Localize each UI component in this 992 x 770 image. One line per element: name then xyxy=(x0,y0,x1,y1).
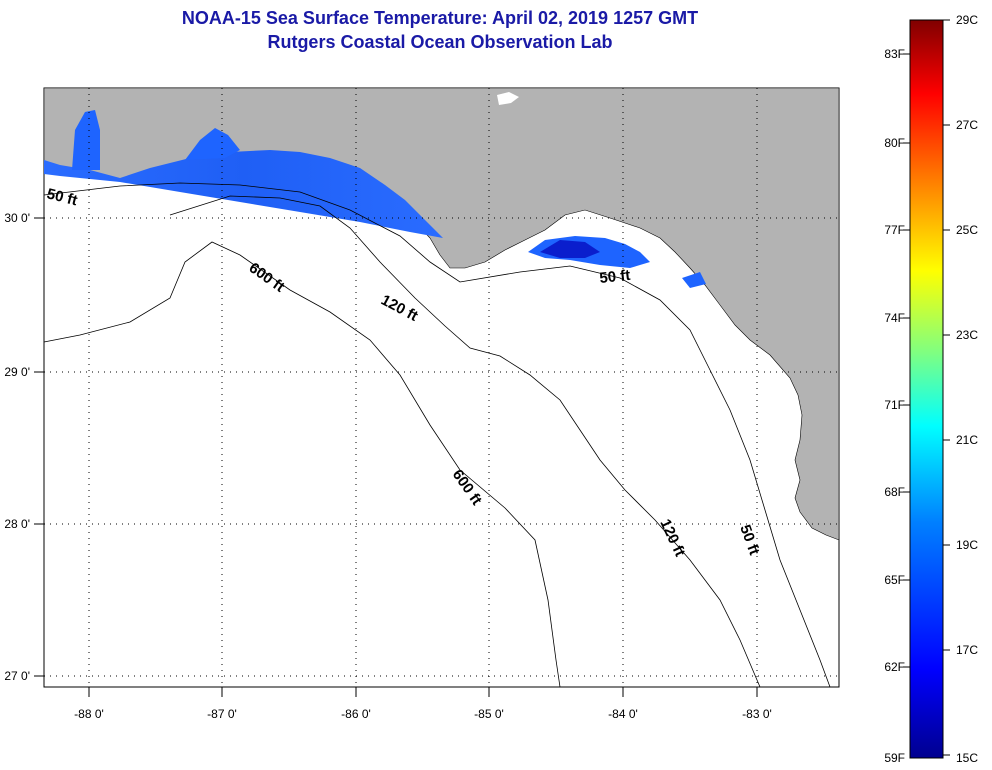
colorbar-f-label: 71F xyxy=(884,398,905,412)
colorbar-f-label: 65F xyxy=(884,573,905,587)
colorbar-f-label: 74F xyxy=(884,311,905,325)
lat-label: 27 0' xyxy=(4,669,30,683)
colorbar-f-label: 83F xyxy=(884,47,905,61)
lat-label: 28 0' xyxy=(4,517,30,531)
map-title: NOAA-15 Sea Surface Temperature: April 0… xyxy=(181,8,699,28)
colorbar-f-label: 62F xyxy=(884,660,905,674)
lon-label: -84 0' xyxy=(608,707,638,721)
colorbar-c-label: 19C xyxy=(956,538,978,552)
contour-600ft xyxy=(43,241,561,688)
colorbar-f-label: 80F xyxy=(884,136,905,150)
sst-dark-patch xyxy=(540,240,600,258)
depth-contours xyxy=(43,182,831,688)
lon-label: -86 0' xyxy=(341,707,371,721)
graticule xyxy=(44,88,839,687)
map-subtitle: Rutgers Coastal Ocean Observation Lab xyxy=(267,32,613,52)
colorbar xyxy=(909,19,944,759)
colorbar-c-label: 17C xyxy=(956,643,978,657)
contour-label: 50 ft xyxy=(599,267,631,287)
colorbar-c-label: 29C xyxy=(956,13,978,27)
lon-label: -87 0' xyxy=(207,707,237,721)
lon-label: -88 0' xyxy=(74,707,104,721)
colorbar-f-label: 77F xyxy=(884,223,905,237)
sst-bay-mid xyxy=(185,128,240,160)
colorbar-c-label: 15C xyxy=(956,751,978,765)
colorbar-c-label: 21C xyxy=(956,433,978,447)
colorbar-f-label: 68F xyxy=(884,485,905,499)
lon-label: -83 0' xyxy=(742,707,772,721)
lat-label: 30 0' xyxy=(4,211,30,225)
colorbar-c-label: 27C xyxy=(956,118,978,132)
coastal-island xyxy=(497,92,519,105)
lat-label: 29 0' xyxy=(4,365,30,379)
colorbar-f-label: 59F xyxy=(884,751,905,765)
colorbar-c-label: 23C xyxy=(956,328,978,342)
sst-east-spot xyxy=(682,272,706,288)
colorbar-c-label: 25C xyxy=(956,223,978,237)
sst-swath-west xyxy=(44,150,443,238)
axis-ticks xyxy=(34,217,758,697)
lon-label: -85 0' xyxy=(474,707,504,721)
colorbar-ticks xyxy=(903,19,950,756)
contour-50ft xyxy=(43,182,831,688)
contour-label: 50 ft xyxy=(45,185,79,209)
contour-120ft xyxy=(169,195,761,688)
sst-bay-west xyxy=(72,110,100,170)
